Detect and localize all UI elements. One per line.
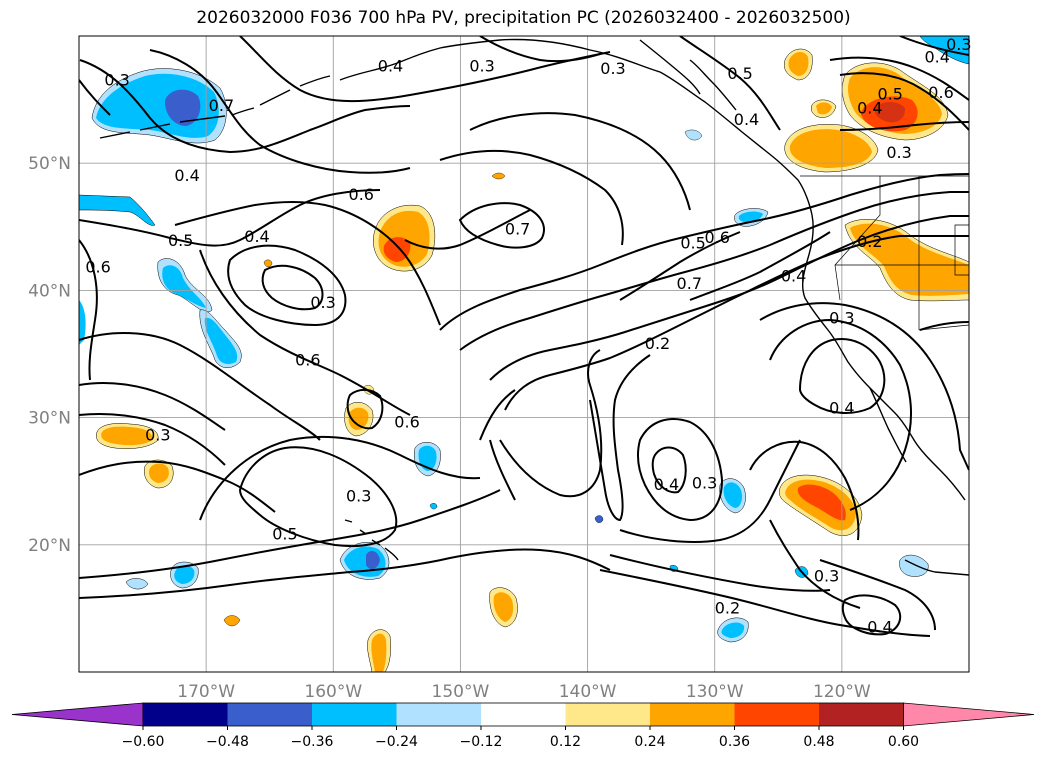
- contour-label: 0.5: [680, 233, 705, 252]
- colorbar-segment: [227, 703, 313, 726]
- contour-label: 0.3: [346, 486, 371, 505]
- colorbar-tick-label: −0.24: [375, 734, 418, 750]
- pv-contours: [79, 36, 969, 637]
- contour-label: 0.6: [85, 258, 110, 277]
- contour-label: 0.4: [829, 399, 854, 418]
- colorbar-tick-label: 0.12: [550, 734, 581, 750]
- contour-label: 0.3: [469, 57, 494, 76]
- colorbar-tick-label: −0.12: [460, 734, 503, 750]
- map-frame: [78, 35, 970, 673]
- colorbar-frame: [142, 702, 904, 727]
- contour-label: 0.7: [505, 219, 530, 238]
- colorbar-tick-label: 0.36: [719, 734, 750, 750]
- contour-label: 0.3: [886, 143, 911, 162]
- colorbar-extend-low: [11, 702, 144, 727]
- colorbar-tick-label: 0.24: [634, 734, 665, 750]
- contour-label: 0.4: [781, 266, 806, 285]
- contour-label: 0.5: [727, 64, 752, 83]
- contour-label: 0.4: [867, 617, 892, 636]
- contour-label: 0.3: [104, 71, 129, 90]
- map-title: 2026032000 F036 700 hPa PV, precipitatio…: [196, 8, 851, 28]
- coastlines: [99, 38, 969, 576]
- contour-label: 0.4: [244, 227, 269, 246]
- lat-tick-label: 50°N: [28, 154, 71, 174]
- contour-label: 0.4: [734, 110, 759, 129]
- contour-label: 0.4: [924, 48, 949, 67]
- lon-tick-label: 120°W: [813, 682, 871, 702]
- axis-ticks: 50°N 40°N 30°N 20°N 170°W 160°W 150°W 140°W 130°…: [28, 154, 871, 702]
- contour-label: 0.7: [209, 96, 234, 115]
- contour-label: 0.2: [715, 598, 740, 617]
- lat-tick-label: 40°N: [28, 281, 71, 301]
- colorbar-extend-high: [903, 702, 1035, 727]
- colorbar-segment: [143, 703, 228, 726]
- lon-tick-label: 140°W: [559, 682, 617, 702]
- colorbar-tick-label: −0.36: [291, 734, 334, 750]
- contour-label: 0.2: [645, 334, 670, 353]
- contour-label: 0.3: [310, 293, 335, 312]
- lon-tick-label: 160°W: [304, 682, 362, 702]
- contour-label: 0.7: [677, 274, 702, 293]
- contour-label: 0.3: [692, 474, 717, 493]
- contour-label: 0.3: [600, 59, 625, 78]
- contour-label: 0.3: [946, 35, 971, 54]
- contour-label: 0.3: [145, 425, 170, 444]
- colorbar-segment: [481, 703, 566, 726]
- lon-tick-label: 150°W: [432, 682, 490, 702]
- colorbar-tick-label: 0.60: [888, 734, 919, 750]
- contour-label: 0.3: [814, 567, 839, 586]
- contour-label: 0.4: [378, 57, 403, 76]
- colorbar-segment: [650, 703, 735, 726]
- contour-label: 0.4: [654, 475, 679, 494]
- lat-tick-label: 20°N: [28, 536, 71, 556]
- contour-label: 0.5: [272, 525, 297, 544]
- contour-label: 0.6: [928, 83, 953, 102]
- lon-tick-label: 170°W: [177, 682, 235, 702]
- contour-label: 0.6: [295, 350, 320, 369]
- lat-tick-label: 30°N: [28, 409, 71, 429]
- colorbar-tick-label: −0.60: [122, 734, 165, 750]
- colorbar-segment: [565, 703, 651, 726]
- colorbar-segment: [734, 703, 820, 726]
- colorbar: −0.60 −0.48 −0.36 −0.24 −0.12 0.12 0.24 0.36 0.4…: [11, 702, 1035, 750]
- colorbar-segment: [819, 703, 904, 726]
- contour-label: 0.5: [168, 231, 193, 250]
- contour-label: 0.3: [829, 308, 854, 327]
- colorbar-tick-label: −0.48: [206, 734, 249, 750]
- colorbar-segment: [396, 703, 482, 726]
- contour-labels: 0.30.40.70.4 0.3 0.3 0.50.40.40.30.50.40.60…: [85, 35, 971, 637]
- contour-label: 0.4: [174, 166, 199, 185]
- contour-label: 0.6: [705, 228, 730, 247]
- graticule: [79, 36, 969, 672]
- contour-label: 0.2: [857, 232, 882, 251]
- precip-area-left-edge: [79, 194, 156, 226]
- contour-label: 0.5: [877, 85, 902, 104]
- contour-label: 0.4: [857, 99, 882, 118]
- contour-label: 0.6: [349, 185, 374, 204]
- lon-tick-label: 130°W: [686, 682, 744, 702]
- colorbar-segment: [312, 703, 397, 726]
- colorbar-tick-label: 0.48: [803, 734, 834, 750]
- contour-label: 0.6: [394, 413, 419, 432]
